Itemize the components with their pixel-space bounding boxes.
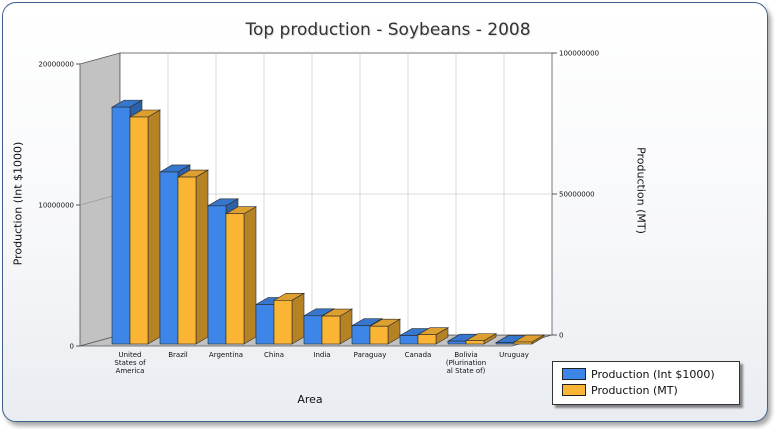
- x-tick-label-line: America: [116, 367, 145, 375]
- bar-mt: [369, 325, 389, 345]
- bar-mt-side: [147, 109, 161, 345]
- x-tick-label: Bolivia (Plurination al State of): [446, 351, 486, 375]
- bar-mt-side: [291, 292, 305, 345]
- legend-item-mt: Production (MT): [562, 383, 678, 397]
- y-tick-right-label: 0: [559, 332, 563, 340]
- x-tick-label: Paraguay: [354, 351, 387, 359]
- bar-mt-side: [243, 206, 257, 345]
- x-tick-label-line: Canada: [405, 351, 432, 359]
- bar-int: [111, 106, 131, 345]
- bar-int: [303, 315, 323, 345]
- bar-mt-side: [195, 169, 209, 345]
- bar-int: [399, 335, 419, 345]
- bar-int: [351, 325, 371, 345]
- bar-int: [207, 205, 227, 345]
- y-tick-right-label: 50000000: [559, 191, 595, 199]
- x-tick-label: China: [264, 351, 284, 359]
- legend-label-int: Production (Int $1000): [591, 367, 715, 381]
- x-tick-label: Argentina: [209, 351, 243, 359]
- x-tick-label: United States of America: [114, 351, 146, 375]
- bar-int: [255, 304, 275, 345]
- bar-int: [159, 171, 179, 345]
- y-tick-left-label: 10000000: [38, 202, 74, 210]
- bar-mt: [321, 315, 341, 345]
- x-tick-label-line: Argentina: [209, 351, 243, 359]
- x-tick-label: Brazil: [168, 351, 188, 359]
- x-tick-label: Canada: [405, 351, 432, 359]
- legend: Production (Int $1000) Production (MT): [552, 361, 740, 405]
- x-tick-label-line: India: [313, 351, 330, 359]
- x-tick-label-line: United: [119, 351, 142, 359]
- bar-mt: [273, 299, 293, 345]
- bar-mt: [129, 116, 149, 345]
- x-tick-label-line: (Plurination: [446, 359, 486, 367]
- x-tick-label-line: Paraguay: [354, 351, 387, 359]
- bar-int: [495, 342, 515, 345]
- x-tick-label: India: [313, 351, 330, 359]
- x-tick-label-line: Brazil: [168, 351, 188, 359]
- x-tick-label-line: States of: [114, 359, 146, 367]
- bar-mt: [465, 340, 485, 345]
- bar-int: [447, 340, 467, 345]
- chart-title: Top production - Soybeans - 2008: [245, 20, 531, 40]
- y-tick-left-label: 0: [70, 343, 74, 351]
- bar-mt: [513, 341, 533, 345]
- x-tick-label-line: Uruguay: [499, 351, 529, 359]
- x-tick-label: Uruguay: [499, 351, 529, 359]
- legend-item-int: Production (Int $1000): [562, 367, 715, 381]
- bar-mt: [225, 213, 245, 345]
- y-tick-left-label: 20000000: [38, 61, 74, 69]
- bar-mt: [417, 334, 437, 345]
- legend-swatch-int: [562, 368, 586, 380]
- x-tick-label-line: Bolivia: [454, 351, 477, 359]
- bar-mt: [177, 176, 197, 345]
- x-tick-label-line: China: [264, 351, 284, 359]
- legend-label-mt: Production (MT): [591, 383, 678, 397]
- x-tick-label-line: al State of): [447, 367, 486, 375]
- legend-swatch-mt: [562, 384, 586, 396]
- x-axis-label: Area: [297, 393, 323, 406]
- y-tick-right-label: 100000000: [559, 50, 599, 58]
